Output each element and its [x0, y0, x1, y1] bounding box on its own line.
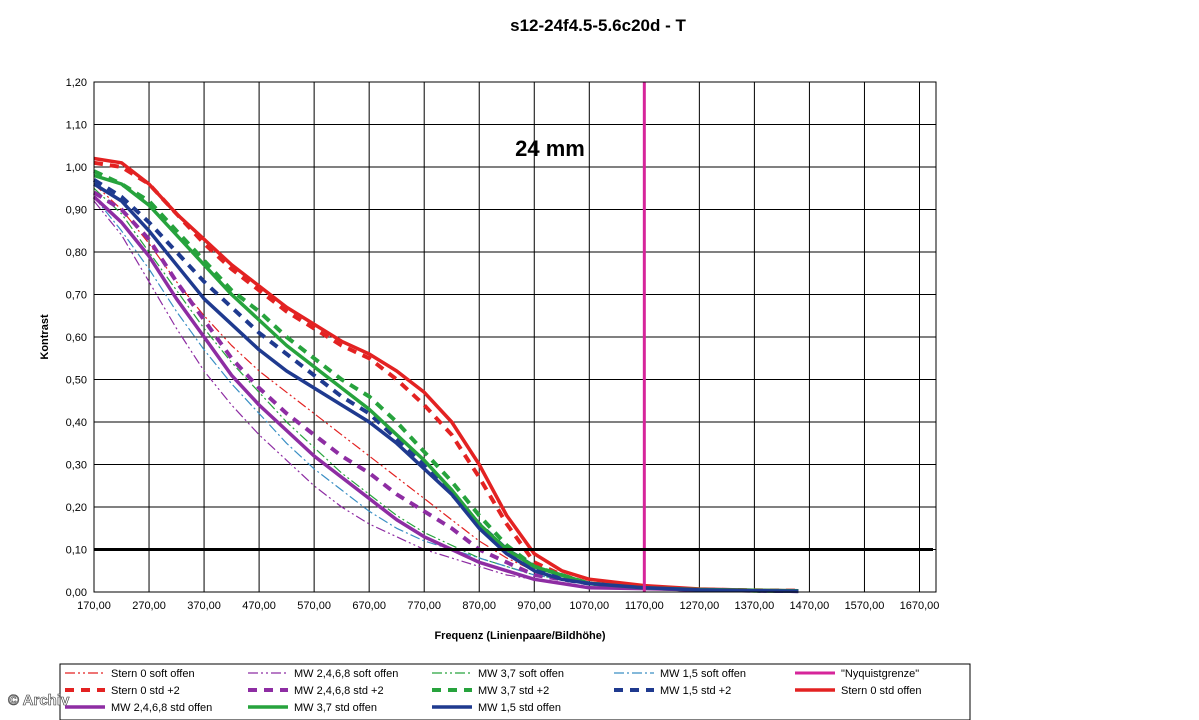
legend-label: Stern 0 std +2 — [111, 685, 180, 697]
x-tick-label: 770,00 — [407, 600, 441, 612]
series-line-8 — [93, 156, 799, 593]
y-tick-label: 1,10 — [66, 120, 87, 132]
y-tick-label: 1,00 — [66, 162, 87, 174]
y-tick-label: 0,40 — [66, 417, 87, 429]
series-line-2 — [93, 187, 799, 592]
legend-label: MW 2,4,6,8 std offen — [111, 702, 212, 714]
legend-label: Stern 0 soft offen — [111, 668, 195, 680]
x-tick-label: 1270,00 — [679, 600, 719, 612]
x-tick-label: 870,00 — [462, 600, 496, 612]
series-line-1 — [93, 200, 799, 592]
series-line-3 — [93, 196, 799, 592]
x-tick-label: 1470,00 — [790, 600, 830, 612]
series-line-4 — [93, 160, 799, 593]
x-tick-label: 1370,00 — [735, 600, 775, 612]
series-line-9 — [92, 195, 799, 593]
x-axis-ticks: 170,00 270,00 370,00 470,00 570,00 670,00 770,… — [77, 600, 939, 612]
legend-label: Stern 0 std offen — [841, 685, 922, 697]
chart-title: s12-24f4.5-5.6c20d - T — [510, 16, 686, 35]
y-axis-ticks: 0,00 0,10 0,20 0,30 0,40 0,50 0,60 0,70 0,80 0,90… — [66, 77, 87, 599]
legend-label: MW 1,5 std +2 — [660, 685, 731, 697]
y-axis-label: Kontrast — [39, 314, 51, 360]
legend-label: MW 1,5 std offen — [478, 702, 561, 714]
x-tick-label: 670,00 — [352, 600, 386, 612]
watermark: © Archiv — [8, 692, 70, 709]
x-tick-label: 1070,00 — [569, 600, 609, 612]
legend-label: MW 3,7 std +2 — [478, 685, 549, 697]
legend-label: MW 3,7 std offen — [294, 702, 377, 714]
y-tick-label: 0,60 — [66, 332, 87, 344]
legend-label: MW 2,4,6,8 soft offen — [294, 668, 398, 680]
x-tick-label: 270,00 — [132, 600, 166, 612]
series-line-11 — [93, 182, 799, 593]
y-tick-label: 0,70 — [66, 290, 87, 302]
x-tick-label: 370,00 — [187, 600, 221, 612]
legend: Stern 0 soft offen MW 2,4,6,8 soft offen M… — [59, 663, 971, 720]
x-tick-label: 570,00 — [297, 600, 331, 612]
y-tick-label: 1,20 — [66, 77, 87, 89]
series-line-7 — [92, 178, 799, 594]
series-line-5 — [92, 190, 799, 594]
y-tick-label: 0,30 — [66, 460, 87, 472]
focal-length-annotation: 24 mm — [515, 136, 585, 161]
x-tick-label: 1670,00 — [900, 600, 940, 612]
y-tick-label: 0,90 — [66, 205, 87, 217]
x-tick-label: 170,00 — [77, 600, 111, 612]
legend-label: MW 3,7 soft offen — [478, 668, 564, 680]
legend-label: "Nyquistgrenze" — [841, 668, 919, 680]
y-tick-label: 0,20 — [66, 502, 87, 514]
x-tick-label: 1570,00 — [845, 600, 885, 612]
series-line-0 — [93, 183, 799, 592]
x-tick-label: 1170,00 — [625, 600, 664, 612]
legend-label: MW 2,4,6,8 std +2 — [294, 685, 384, 697]
y-tick-label: 0,10 — [66, 545, 87, 557]
reference-lines — [94, 82, 933, 592]
legend-label: MW 1,5 soft offen — [660, 668, 746, 680]
x-axis-label: Frequenz (Linienpaare/Bildhöhe) — [434, 630, 605, 642]
x-tick-label: 970,00 — [517, 600, 551, 612]
y-tick-label: 0,00 — [66, 587, 87, 599]
y-tick-label: 0,50 — [66, 375, 87, 387]
series-lines — [92, 156, 799, 594]
y-tick-label: 0,80 — [66, 247, 87, 259]
x-tick-label: 470,00 — [242, 600, 276, 612]
plot-frame — [93, 81, 937, 593]
